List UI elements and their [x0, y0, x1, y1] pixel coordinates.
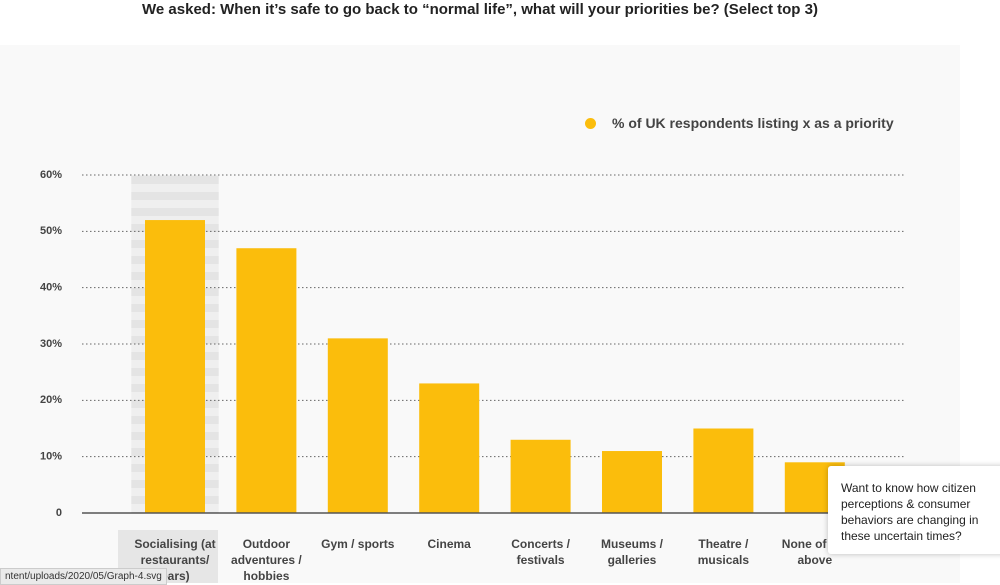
bar	[510, 439, 571, 513]
chart-title: We asked: When it’s safe to go back to “…	[142, 1, 818, 18]
x-tick-label: Cinema	[427, 537, 471, 551]
y-tick-label: 40%	[40, 282, 62, 294]
bar	[419, 383, 480, 513]
x-tick-label: Socialising (at restaurants/ bars)	[134, 537, 216, 583]
legend-marker	[585, 118, 596, 129]
popup-text: Want to know how citizen perceptions & c…	[841, 481, 979, 543]
popup[interactable]: Want to know how citizen perceptions & c…	[828, 466, 1000, 554]
y-tick-label: 0	[56, 507, 62, 519]
x-tick-label: Outdoor adventures / hobbies	[231, 537, 302, 583]
y-tick-label: 30%	[40, 338, 62, 350]
bar	[145, 220, 205, 514]
status-bar-url: ntent/uploads/2020/05/Graph-4.svg	[0, 568, 167, 585]
bar	[236, 248, 297, 513]
bar	[693, 428, 754, 513]
y-tick-label: 60%	[40, 169, 62, 181]
y-tick-label: 20%	[40, 394, 62, 406]
bar	[602, 451, 662, 513]
x-tick-label: Theatre / musicals	[697, 537, 750, 567]
x-tick-label: Gym / sports	[321, 537, 395, 551]
legend-label: % of UK respondents listing x as a prior…	[612, 115, 894, 131]
x-tick-label: Concerts / festivals	[511, 537, 570, 567]
y-tick-label: 50%	[40, 225, 62, 237]
bar	[327, 338, 388, 513]
x-tick-label: Museums / galleries	[600, 537, 663, 567]
y-tick-label: 10%	[40, 451, 62, 463]
